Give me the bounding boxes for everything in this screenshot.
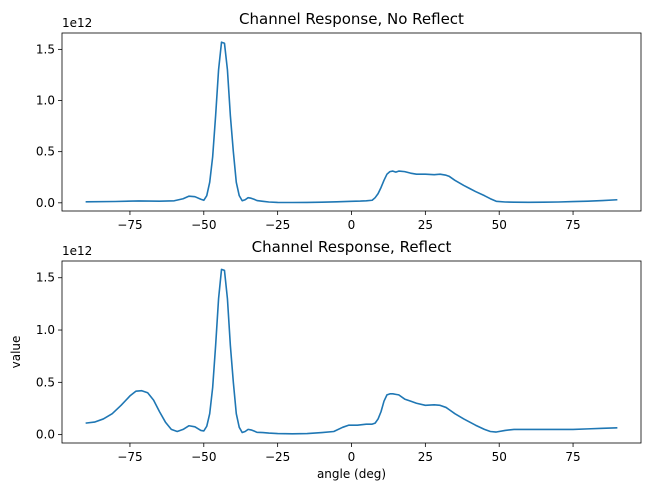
- chart-title: Channel Response, Reflect: [252, 238, 452, 256]
- x-tick-label: 50: [492, 218, 507, 232]
- chart-bottom: −75 −50 −25 0 25 50 75 0.0 0.5 1.0 1.5 1e12 Channel …: [9, 238, 642, 481]
- x-tick-label: 75: [565, 218, 580, 232]
- x-tick-label: −25: [265, 450, 290, 464]
- y-tick-label: 1.0: [36, 94, 55, 108]
- x-axis-label: angle (deg): [317, 467, 386, 481]
- y-tick-label: 0.0: [36, 428, 55, 442]
- y-tick-label: 0.5: [36, 145, 55, 159]
- x-tick-label: 0: [348, 218, 356, 232]
- series-line: [85, 268, 618, 435]
- chart-top: −75 −50 −25 0 25 50 75 0.0 0.5 1.0 1.5 1e12 Channel …: [36, 10, 642, 232]
- y-tick-label: 1.0: [36, 323, 55, 337]
- chart-title: Channel Response, No Reflect: [239, 10, 464, 28]
- y-tick-label: 0.5: [36, 375, 55, 389]
- y-offset-label: 1e12: [62, 244, 92, 258]
- y-tick-label: 0.0: [36, 196, 55, 210]
- x-tick-label: 25: [418, 450, 433, 464]
- y-tick-label: 1.5: [36, 42, 55, 56]
- x-tick-label: −75: [117, 450, 142, 464]
- x-tick-label: −75: [117, 218, 142, 232]
- plot-frame: [61, 32, 642, 212]
- y-offset-label: 1e12: [62, 16, 92, 30]
- x-tick-label: 25: [418, 218, 433, 232]
- x-tick-label: −25: [265, 218, 290, 232]
- x-tick-label: 75: [565, 450, 580, 464]
- plot-frame: [61, 260, 642, 444]
- x-tick-label: −50: [191, 218, 216, 232]
- x-tick-label: 50: [492, 450, 507, 464]
- series-line: [85, 41, 618, 204]
- y-axis-label: value: [9, 336, 23, 369]
- x-tick-label: 0: [348, 450, 356, 464]
- y-tick-label: 1.5: [36, 271, 55, 285]
- x-tick-label: −50: [191, 450, 216, 464]
